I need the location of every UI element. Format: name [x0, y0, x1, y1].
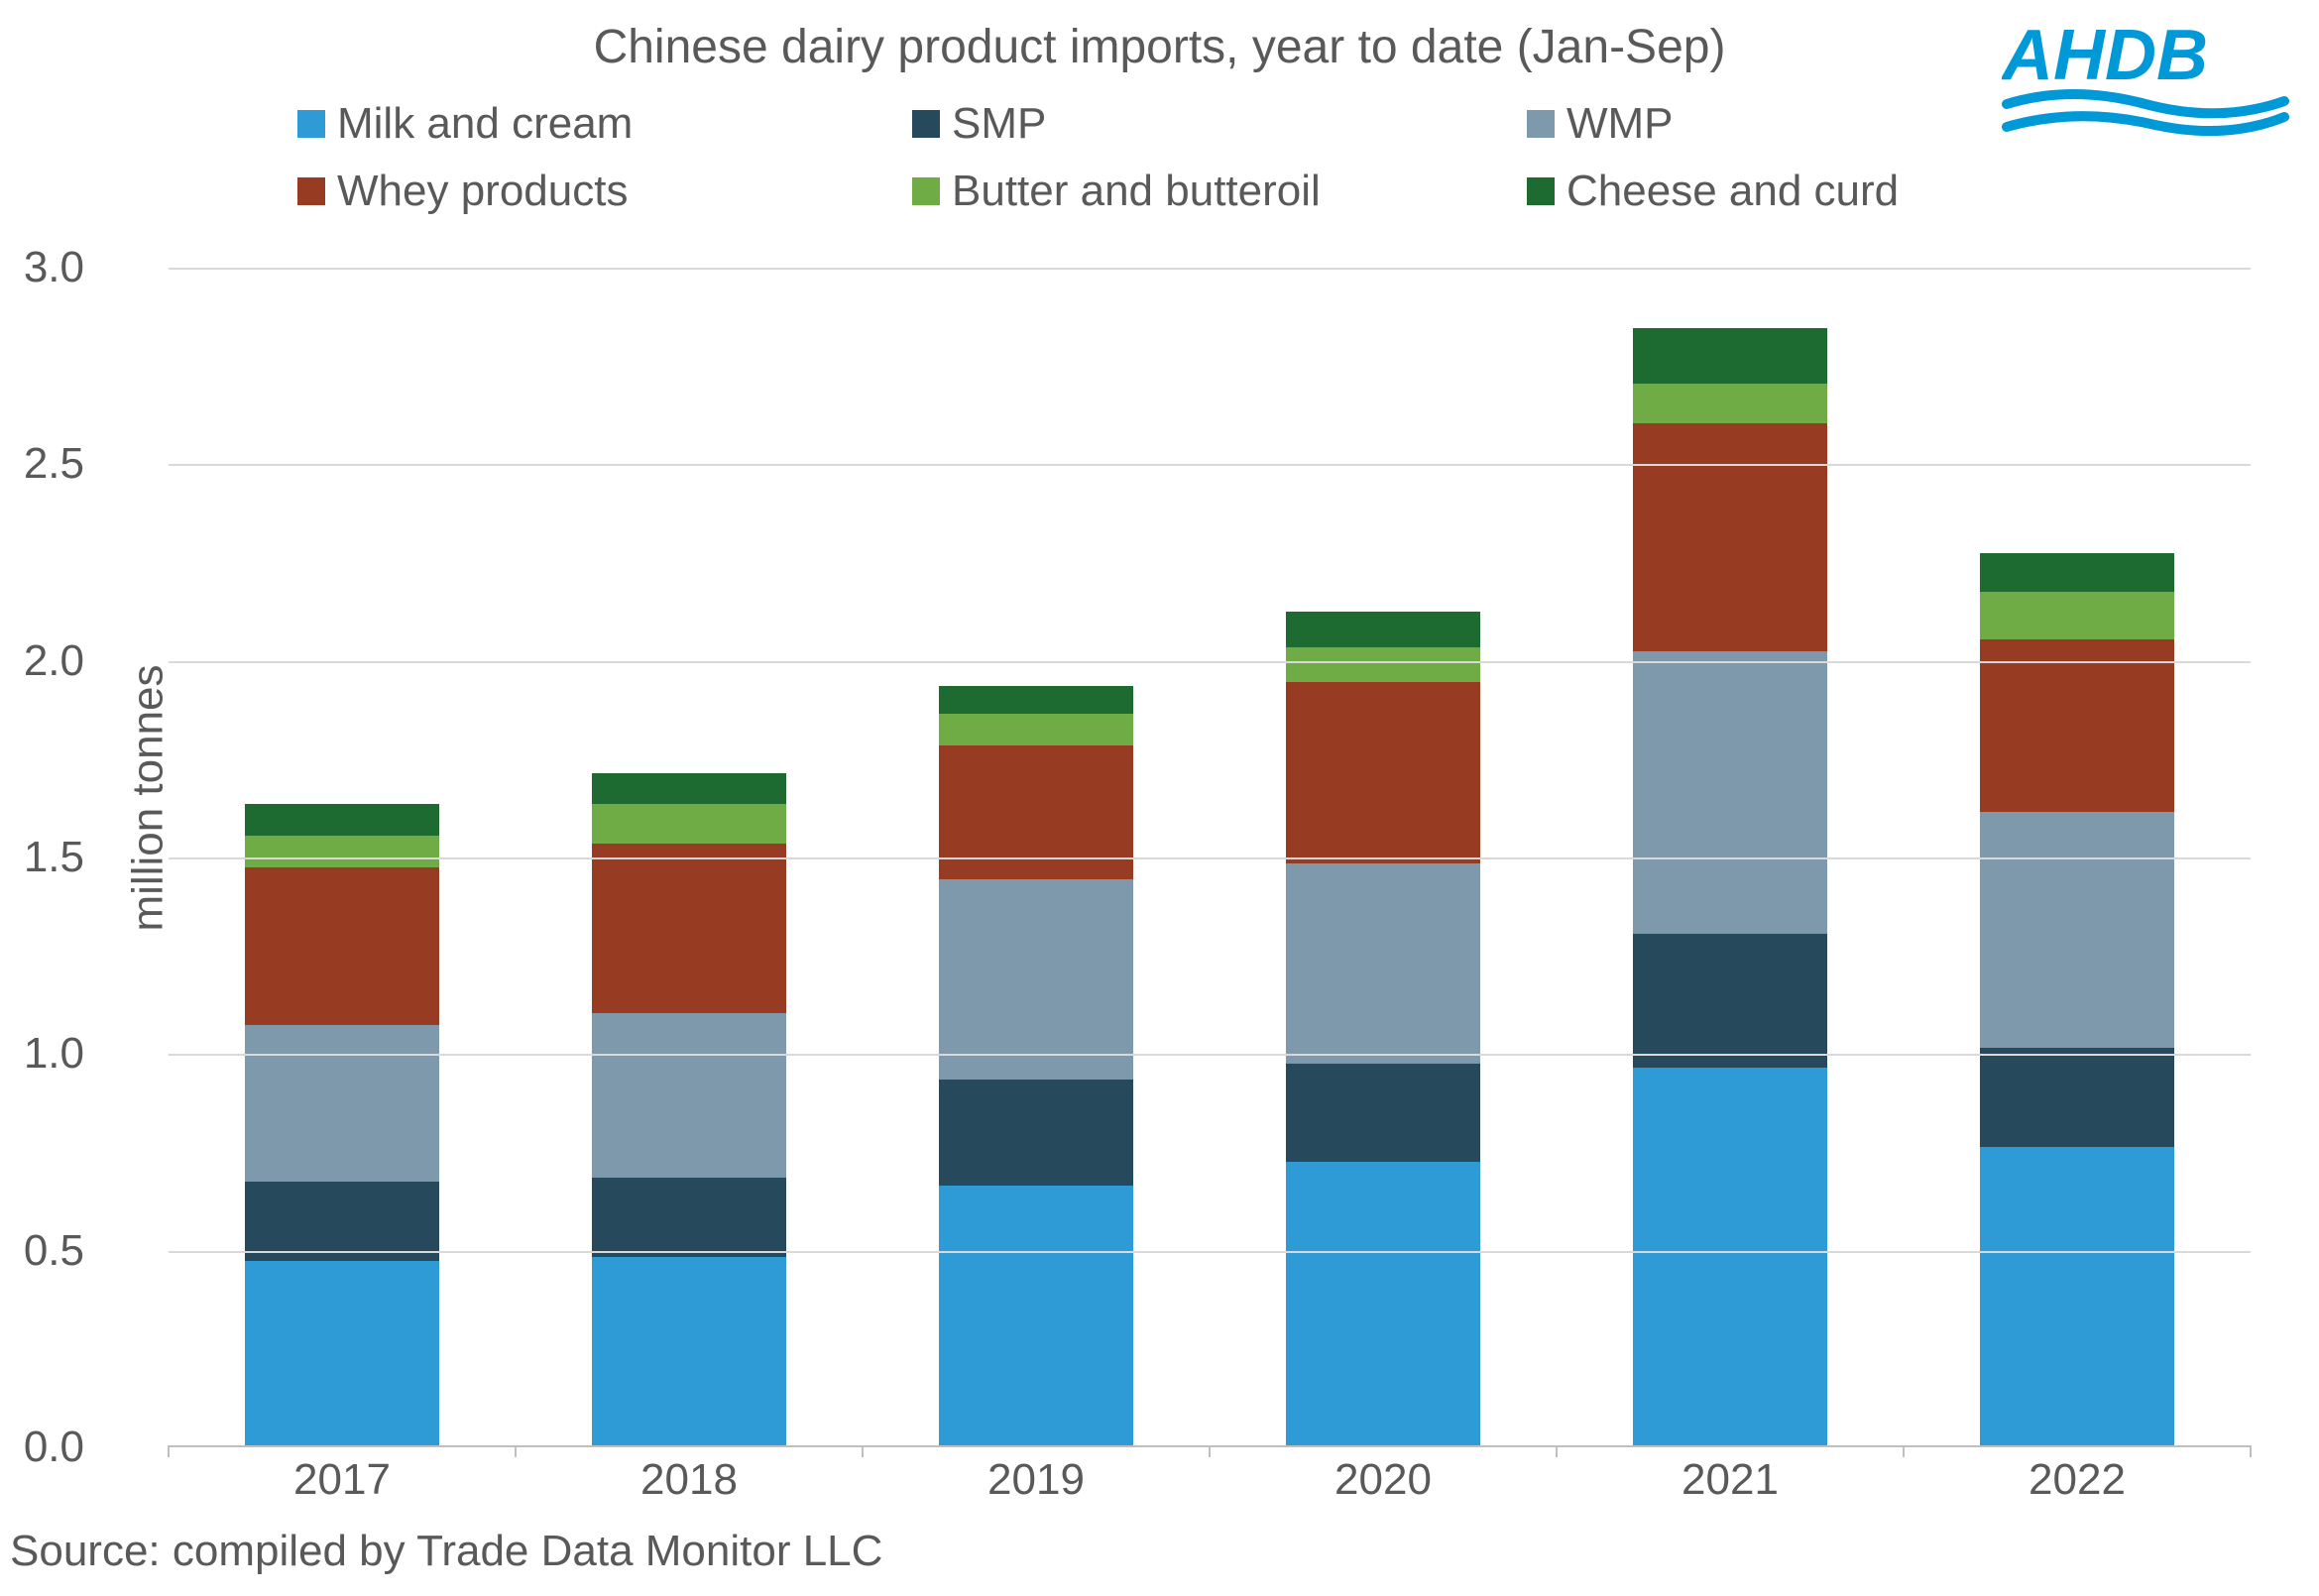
- bar-segment: [1980, 1048, 2174, 1146]
- legend-label: WMP: [1566, 99, 1674, 149]
- legend-item: Cheese and curd: [1527, 167, 2142, 216]
- bar-segment: [1286, 1064, 1480, 1162]
- bar-segment: [939, 686, 1133, 714]
- y-tick-label: 1.5: [0, 833, 84, 882]
- grid-line: [169, 1251, 2251, 1253]
- y-tick-label: 0.0: [0, 1423, 84, 1472]
- bar-segment: [1980, 592, 2174, 639]
- x-tick-mark: [1903, 1445, 1905, 1457]
- grid-line: [169, 464, 2251, 466]
- bar-segment: [1286, 612, 1480, 647]
- bar-segment: [1980, 1147, 2174, 1445]
- bar-segment: [1286, 1162, 1480, 1445]
- x-tick-label: 2021: [1681, 1455, 1779, 1505]
- bar-segment: [592, 1178, 786, 1256]
- y-axis-title: million tonnes: [124, 664, 174, 931]
- bar-segment: [1286, 863, 1480, 1064]
- legend-swatch: [1527, 177, 1555, 205]
- bar-segment: [939, 1080, 1133, 1186]
- legend-label: Cheese and curd: [1566, 167, 1899, 216]
- plot-area: 0.00.51.01.52.02.53.02017201820192020202…: [169, 268, 2251, 1447]
- legend-item: Milk and cream: [297, 99, 912, 149]
- bar-segment: [245, 804, 439, 836]
- x-tick-mark: [168, 1445, 170, 1457]
- bar-segment: [939, 714, 1133, 745]
- y-tick-label: 2.5: [0, 439, 84, 489]
- bar-segment: [245, 867, 439, 1025]
- bar-segment: [245, 1025, 439, 1183]
- y-tick-label: 0.5: [0, 1226, 84, 1276]
- bar-segment: [939, 879, 1133, 1080]
- legend-item: Whey products: [297, 167, 912, 216]
- bar-segment: [245, 1182, 439, 1260]
- bar-segment: [245, 1261, 439, 1445]
- y-tick-label: 2.0: [0, 636, 84, 686]
- bar-segment: [1633, 423, 1827, 651]
- bar-segment: [592, 1013, 786, 1179]
- grid-line: [169, 661, 2251, 663]
- bar-segment: [592, 773, 786, 805]
- legend-item: Butter and butteroil: [912, 167, 1527, 216]
- x-tick-label: 2020: [1334, 1455, 1432, 1505]
- legend-label: Milk and cream: [337, 99, 633, 149]
- bar-segment: [592, 1257, 786, 1445]
- x-tick-label: 2017: [293, 1455, 391, 1505]
- y-tick-label: 1.0: [0, 1029, 84, 1079]
- legend-item: WMP: [1527, 99, 2142, 149]
- bar-segment: [1980, 553, 2174, 593]
- x-tick-mark: [515, 1445, 517, 1457]
- grid-line: [169, 857, 2251, 859]
- bar-segment: [1980, 812, 2174, 1048]
- x-tick-mark: [1556, 1445, 1558, 1457]
- bar-segment: [592, 804, 786, 844]
- bar-segment: [1633, 384, 1827, 423]
- legend-swatch: [1527, 110, 1555, 138]
- logo-text-svg: AHDB: [2002, 20, 2208, 95]
- bar-segment: [1286, 647, 1480, 683]
- legend-swatch: [912, 110, 940, 138]
- source-text: Source: compiled by Trade Data Monitor L…: [10, 1527, 882, 1576]
- x-tick-label: 2022: [2029, 1455, 2126, 1505]
- legend-swatch: [912, 177, 940, 205]
- bars-container: [169, 268, 2251, 1445]
- chart-container: Chinese dairy product imports, year to d…: [0, 0, 2319, 1596]
- x-tick-mark: [1209, 1445, 1211, 1457]
- legend-label: Butter and butteroil: [952, 167, 1321, 216]
- legend-label: Whey products: [337, 167, 628, 216]
- x-tick-label: 2019: [987, 1455, 1085, 1505]
- y-tick-label: 3.0: [0, 243, 84, 292]
- bar-segment: [592, 844, 786, 1013]
- bar-segment: [1633, 651, 1827, 935]
- legend-swatch: [297, 177, 325, 205]
- legend-item: SMP: [912, 99, 1527, 149]
- bar-segment: [939, 1186, 1133, 1445]
- bar-segment: [1633, 328, 1827, 384]
- bar-segment: [245, 836, 439, 867]
- bar-segment: [1633, 1068, 1827, 1445]
- grid-line: [169, 1054, 2251, 1056]
- legend-label: SMP: [952, 99, 1046, 149]
- x-tick-label: 2018: [640, 1455, 738, 1505]
- x-tick-mark: [2250, 1445, 2252, 1457]
- chart-title: Chinese dairy product imports, year to d…: [0, 20, 2319, 74]
- legend: Milk and cream SMP WMP Whey products Butter …: [297, 99, 2170, 216]
- bar-segment: [1980, 639, 2174, 813]
- x-tick-mark: [862, 1445, 864, 1457]
- grid-line: [169, 268, 2251, 270]
- bar-segment: [1633, 934, 1827, 1068]
- legend-swatch: [297, 110, 325, 138]
- bar-segment: [1286, 682, 1480, 862]
